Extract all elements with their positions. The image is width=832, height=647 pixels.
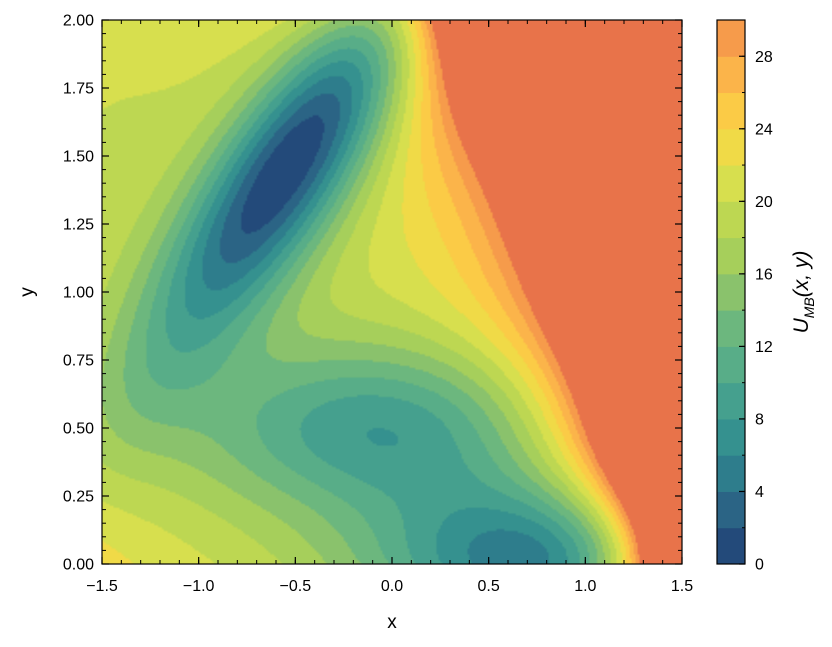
colorbar-tick-label: 4: [755, 484, 764, 501]
colorbar-segment: [717, 237, 745, 275]
y-tick-label: 0.50: [63, 421, 94, 438]
contour-image: [102, 20, 682, 564]
colorbar-tick-label: 24: [755, 121, 773, 138]
colorbar-segment: [717, 346, 745, 384]
colorbar-tick-label: 28: [755, 49, 773, 66]
x-tick-label: 1.0: [574, 578, 596, 595]
colorbar-segment: [717, 382, 745, 420]
colorbar-segment: [717, 455, 745, 492]
colorbar-tick-label: 12: [755, 339, 773, 356]
colorbar-segment: [717, 201, 745, 239]
x-axis-label: x: [387, 612, 397, 633]
colorbar-segment: [717, 491, 745, 529]
colorbar-frame: [716, 19, 746, 565]
colorbar-segment: [717, 128, 745, 166]
y-axis-label: y: [17, 287, 38, 297]
y-tick-label: 1.25: [63, 217, 94, 234]
colorbar-segment: [717, 273, 745, 311]
contour-fill: [102, 20, 682, 564]
y-tick-label: 1.50: [63, 149, 94, 166]
colorbar: [717, 20, 745, 565]
x-tick-label: −0.5: [280, 578, 312, 595]
x-tick-label: −1.0: [183, 578, 215, 595]
y-axis: 0.00 0.25 0.50 0.75 1.00 1.25 1.50 1.75 2.00: [63, 13, 682, 574]
colorbar-tick-label: 20: [755, 194, 773, 211]
colorbar-tick-label: 8: [755, 411, 764, 428]
colorbar-segment: [717, 527, 745, 565]
colorbar-label: UMB(x, y): [790, 251, 817, 334]
colorbar-axis: 0 4 8 12 16 20 24 28: [739, 19, 773, 574]
y-tick-label: 2.00: [63, 13, 94, 30]
x-tick-label: 0.5: [478, 578, 500, 595]
x-tick-label: 1.5: [671, 578, 693, 595]
y-tick-label: 0.75: [63, 353, 94, 370]
y-tick-label: 1.75: [63, 81, 94, 98]
colorbar-tick-label: 16: [755, 266, 773, 283]
colorbar-segment: [717, 418, 745, 456]
y-tick-label: 0.00: [63, 557, 94, 574]
colorbar-segment: [717, 20, 745, 57]
x-tick-label: −1.5: [86, 578, 118, 595]
colorbar-tick-label: 0: [755, 557, 764, 574]
colorbar-segment: [717, 92, 745, 130]
colorbar-segment: [717, 165, 745, 202]
y-tick-label: 1.00: [63, 285, 94, 302]
x-axis: −1.5 −1.0 −0.5 0.0 0.5 1.0 1.5: [86, 20, 693, 595]
colorbar-segment: [717, 310, 745, 347]
x-tick-label: 0.0: [381, 578, 403, 595]
y-tick-label: 0.25: [63, 489, 94, 506]
colorbar-segment: [717, 56, 745, 94]
